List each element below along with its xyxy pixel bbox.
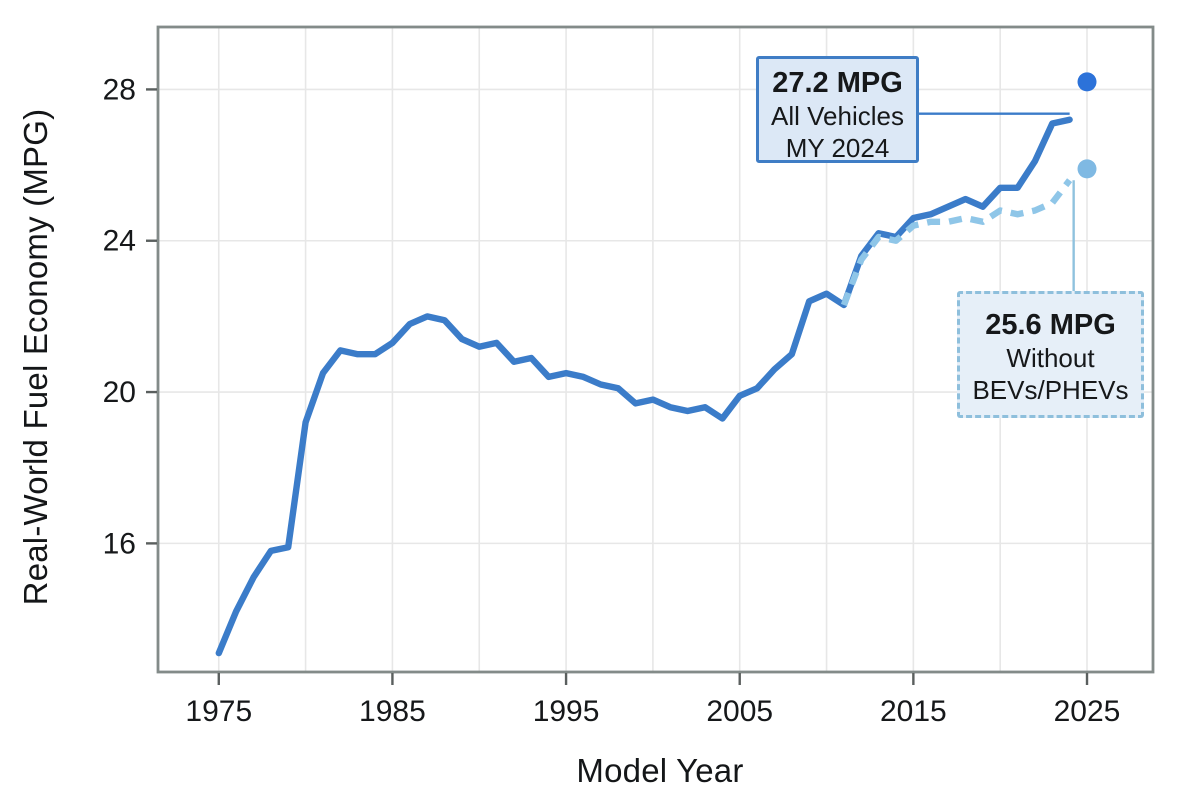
projected-dot-all-vehicles (1077, 72, 1097, 92)
annotation-all-vehicles-line2: All Vehicles (771, 100, 904, 131)
annotation-all-vehicles-value: 27.2 MPG (772, 67, 903, 99)
x-tick-label: 1985 (359, 695, 426, 728)
x-axis-title: Model Year (576, 752, 744, 789)
y-tick-label: 24 (103, 225, 136, 258)
all-vehicles-line (215, 116, 1073, 657)
y-tick-label: 16 (103, 527, 136, 560)
annotation-without-bevs: 25.6 MPG Without BEVs/PHEVs (957, 291, 1144, 418)
annotation-without-bevs-line3: BEVs/PHEVs (972, 374, 1129, 405)
without-bevs-line (840, 178, 1073, 307)
x-tick-label: 2015 (880, 695, 947, 728)
annotation-without-bevs-value: 25.6 MPG (985, 309, 1116, 341)
projected-dot-without-bevs (1077, 159, 1097, 179)
annotation-without-bevs-line2: Without (1006, 342, 1095, 373)
annotation-all-vehicles: 27.2 MPG All Vehicles MY 2024 (756, 56, 919, 163)
x-tick-label: 1995 (533, 695, 600, 728)
plot-frame (156, 25, 1155, 674)
annotation-all-vehicles-line3: MY 2024 (785, 132, 890, 163)
x-tick-label: 1975 (185, 695, 252, 728)
y-axis-title: Real-World Fuel Economy (MPG) (17, 108, 54, 606)
x-tick-label: 2025 (1054, 695, 1121, 728)
x-tick-label: 2005 (706, 695, 773, 728)
y-tick-label: 20 (103, 376, 136, 409)
y-tick-label: 28 (103, 73, 136, 106)
